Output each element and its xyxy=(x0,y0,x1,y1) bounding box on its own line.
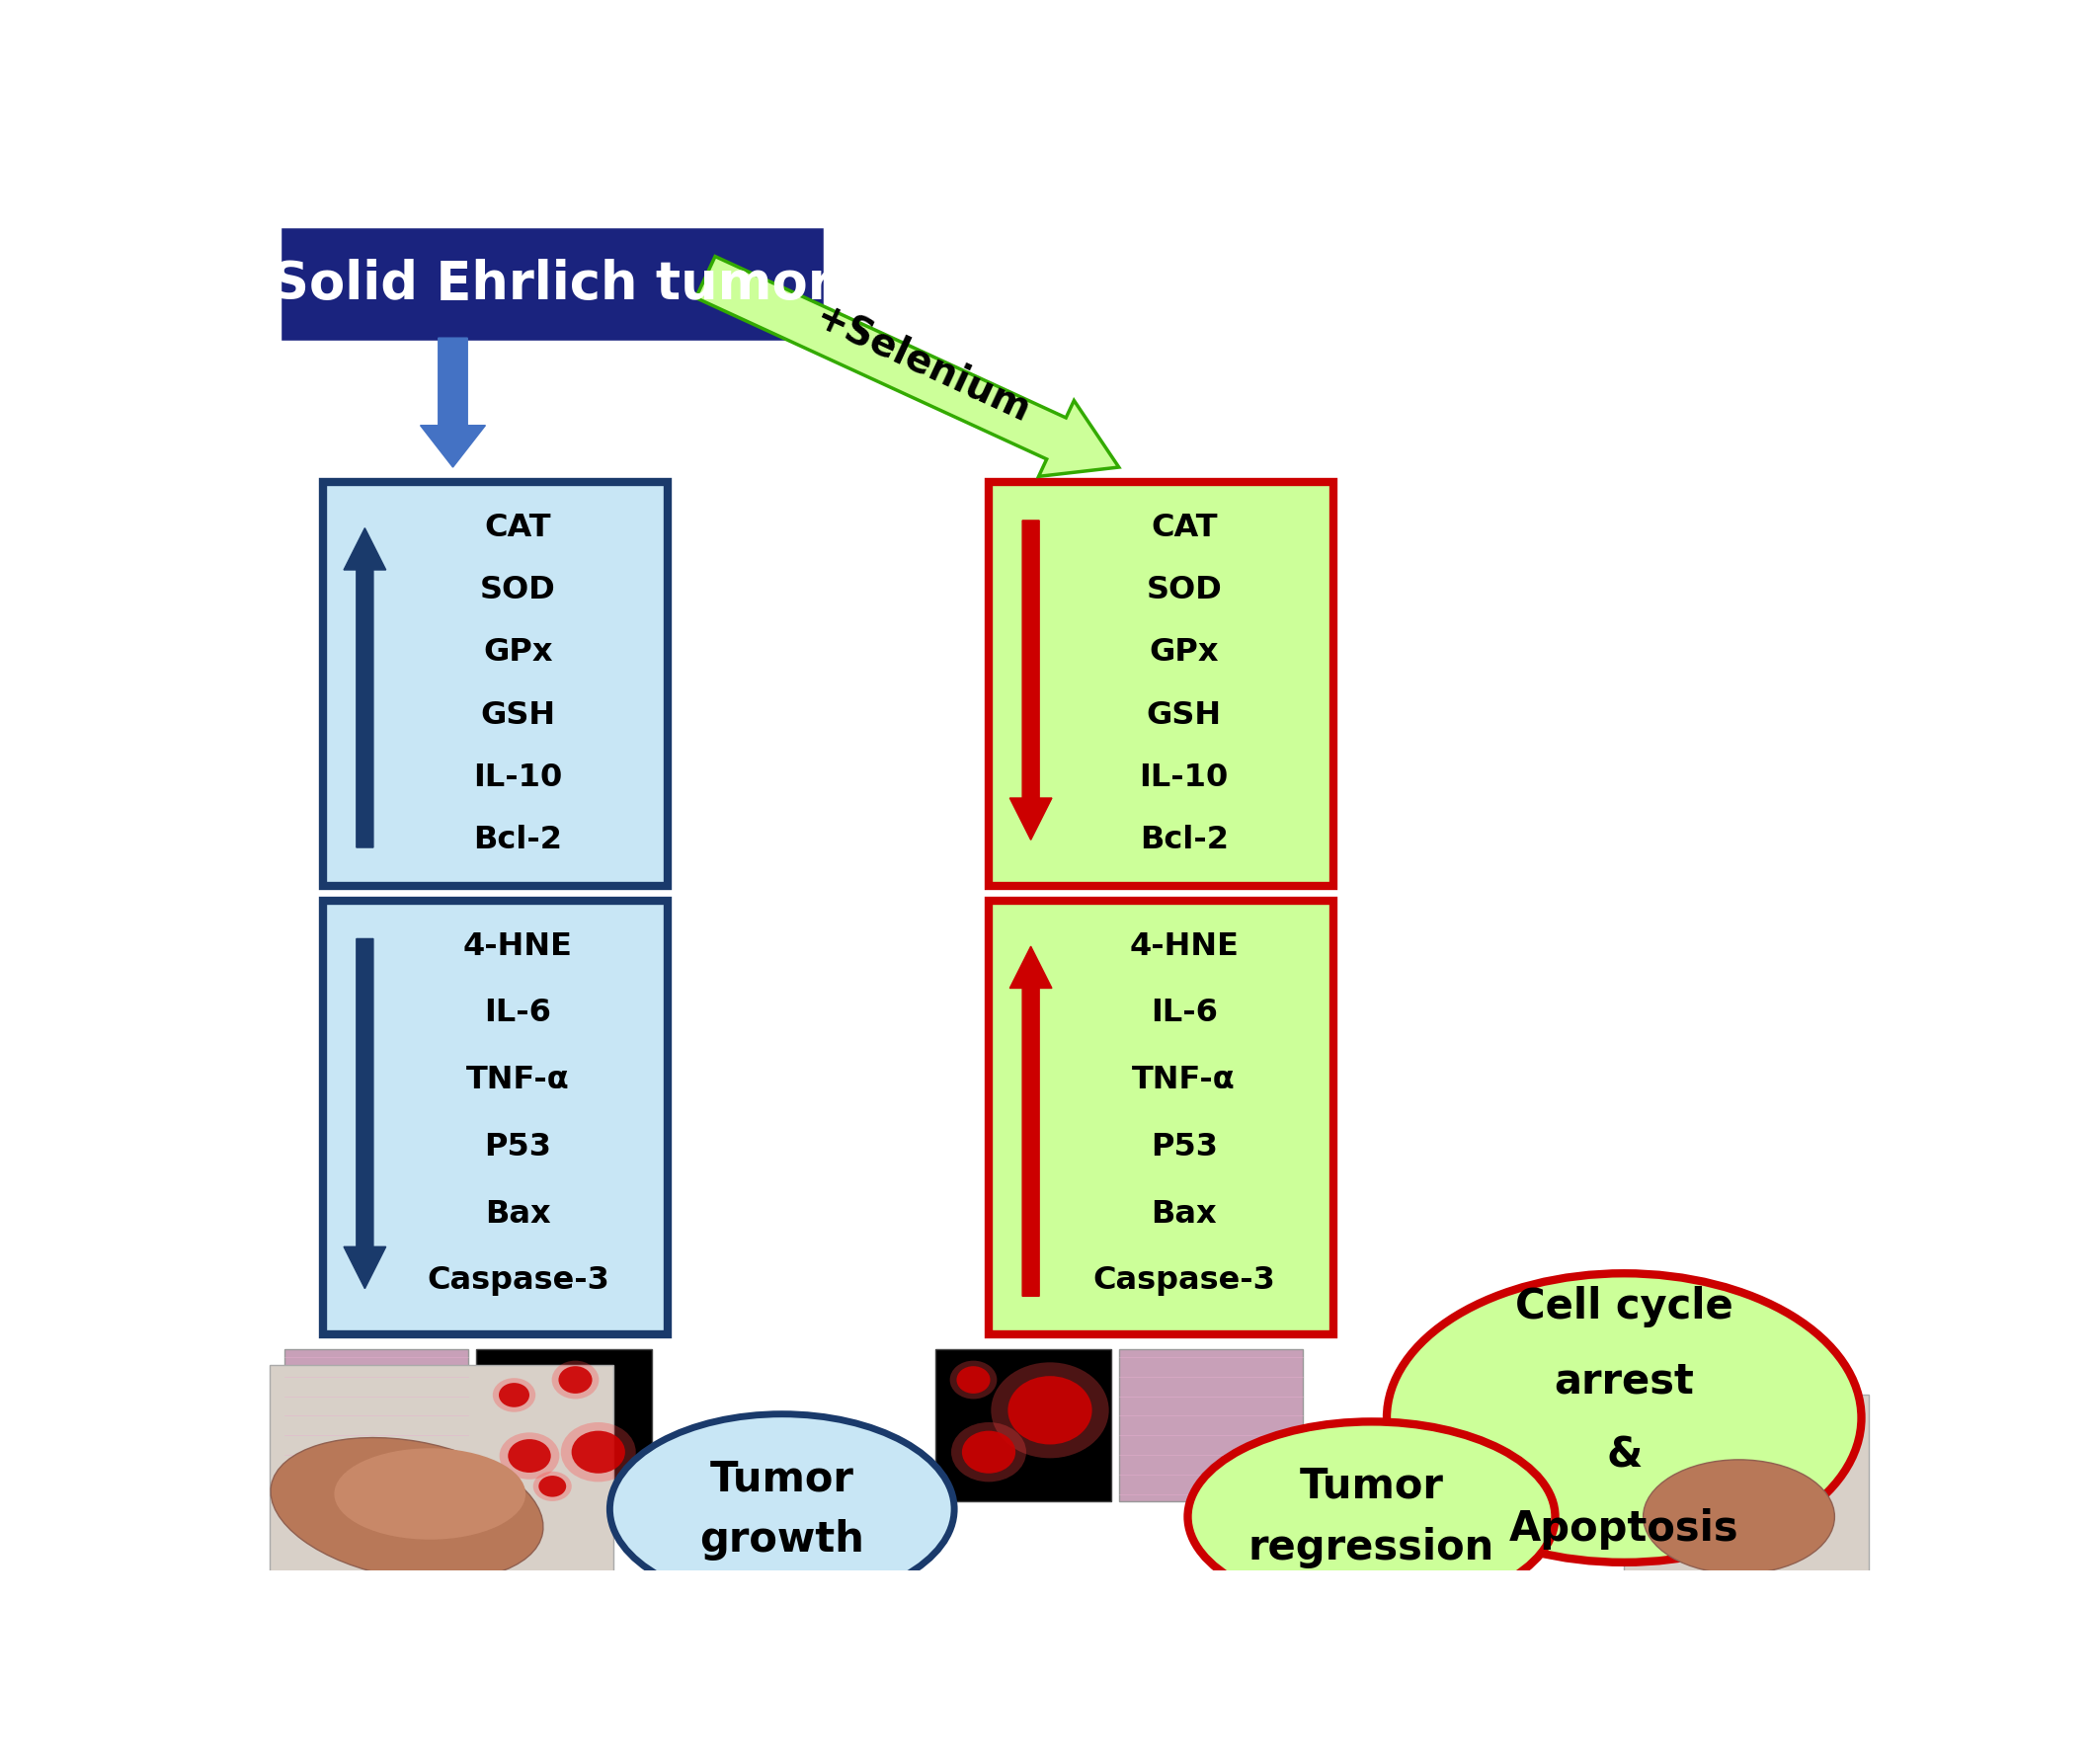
FancyArrow shape xyxy=(343,527,385,847)
Ellipse shape xyxy=(335,1448,525,1540)
Text: 4-HNE: 4-HNE xyxy=(462,931,573,961)
Bar xyxy=(285,1349,469,1501)
Text: Cell cycle
arrest
&
Apoptosis: Cell cycle arrest & Apoptosis xyxy=(1508,1286,1738,1551)
Text: TNF-α: TNF-α xyxy=(467,1065,569,1095)
Bar xyxy=(322,482,667,886)
Ellipse shape xyxy=(1387,1274,1862,1563)
FancyArrow shape xyxy=(343,938,385,1288)
Text: Caspase-3: Caspase-3 xyxy=(427,1265,609,1297)
FancyArrow shape xyxy=(420,339,485,467)
Ellipse shape xyxy=(494,1378,536,1411)
Text: CAT: CAT xyxy=(1151,513,1218,543)
FancyArrow shape xyxy=(1010,520,1052,840)
Text: Tumor
growth: Tumor growth xyxy=(699,1457,864,1561)
Ellipse shape xyxy=(609,1415,954,1603)
Ellipse shape xyxy=(1642,1459,1835,1573)
Text: Bcl-2: Bcl-2 xyxy=(1140,824,1228,856)
Polygon shape xyxy=(613,1547,682,1600)
Text: IL-10: IL-10 xyxy=(473,762,563,792)
Text: Caspase-3: Caspase-3 xyxy=(1092,1265,1276,1297)
Ellipse shape xyxy=(571,1431,626,1473)
Bar xyxy=(935,1349,1111,1501)
FancyArrow shape xyxy=(1010,946,1052,1297)
Bar xyxy=(990,901,1333,1334)
Ellipse shape xyxy=(270,1438,544,1581)
Bar xyxy=(1119,1349,1303,1501)
Polygon shape xyxy=(1471,1547,1548,1612)
Text: Solid Ehrlich tumor: Solid Ehrlich tumor xyxy=(272,259,833,310)
FancyArrow shape xyxy=(697,256,1119,476)
Text: Bcl-2: Bcl-2 xyxy=(473,824,563,856)
Text: GPx: GPx xyxy=(1149,637,1220,669)
Text: IL-10: IL-10 xyxy=(1140,762,1228,792)
Text: GPx: GPx xyxy=(483,637,552,669)
Ellipse shape xyxy=(950,1360,998,1399)
Ellipse shape xyxy=(552,1360,598,1399)
Bar xyxy=(270,1365,613,1609)
Ellipse shape xyxy=(533,1471,571,1501)
Ellipse shape xyxy=(508,1439,550,1473)
Bar xyxy=(322,901,667,1334)
Text: P53: P53 xyxy=(1151,1132,1218,1162)
Text: GSH: GSH xyxy=(481,700,556,730)
Bar xyxy=(990,482,1333,886)
Ellipse shape xyxy=(1188,1422,1554,1612)
Text: SOD: SOD xyxy=(479,575,556,605)
Ellipse shape xyxy=(498,1383,529,1408)
Ellipse shape xyxy=(500,1432,559,1480)
Ellipse shape xyxy=(538,1476,567,1498)
Text: Bax: Bax xyxy=(1151,1200,1218,1230)
Ellipse shape xyxy=(1008,1376,1092,1445)
Ellipse shape xyxy=(962,1431,1015,1473)
Ellipse shape xyxy=(561,1422,636,1482)
Text: IL-6: IL-6 xyxy=(1151,998,1218,1028)
Text: IL-6: IL-6 xyxy=(485,998,552,1028)
Ellipse shape xyxy=(559,1365,592,1394)
Ellipse shape xyxy=(956,1365,990,1394)
Bar xyxy=(1623,1395,1868,1609)
Text: Tumor
regression: Tumor regression xyxy=(1249,1466,1494,1568)
Text: TNF-α: TNF-α xyxy=(1132,1065,1236,1095)
Text: P53: P53 xyxy=(485,1132,552,1162)
Text: 4-HNE: 4-HNE xyxy=(1130,931,1238,961)
Text: Bax: Bax xyxy=(485,1200,550,1230)
Text: SOD: SOD xyxy=(1146,575,1222,605)
Text: +Selenium: +Selenium xyxy=(810,298,1038,430)
Bar xyxy=(285,231,820,339)
Text: GSH: GSH xyxy=(1146,700,1222,730)
Bar xyxy=(475,1349,653,1501)
Ellipse shape xyxy=(992,1362,1109,1459)
Ellipse shape xyxy=(952,1422,1027,1482)
Text: CAT: CAT xyxy=(485,513,552,543)
